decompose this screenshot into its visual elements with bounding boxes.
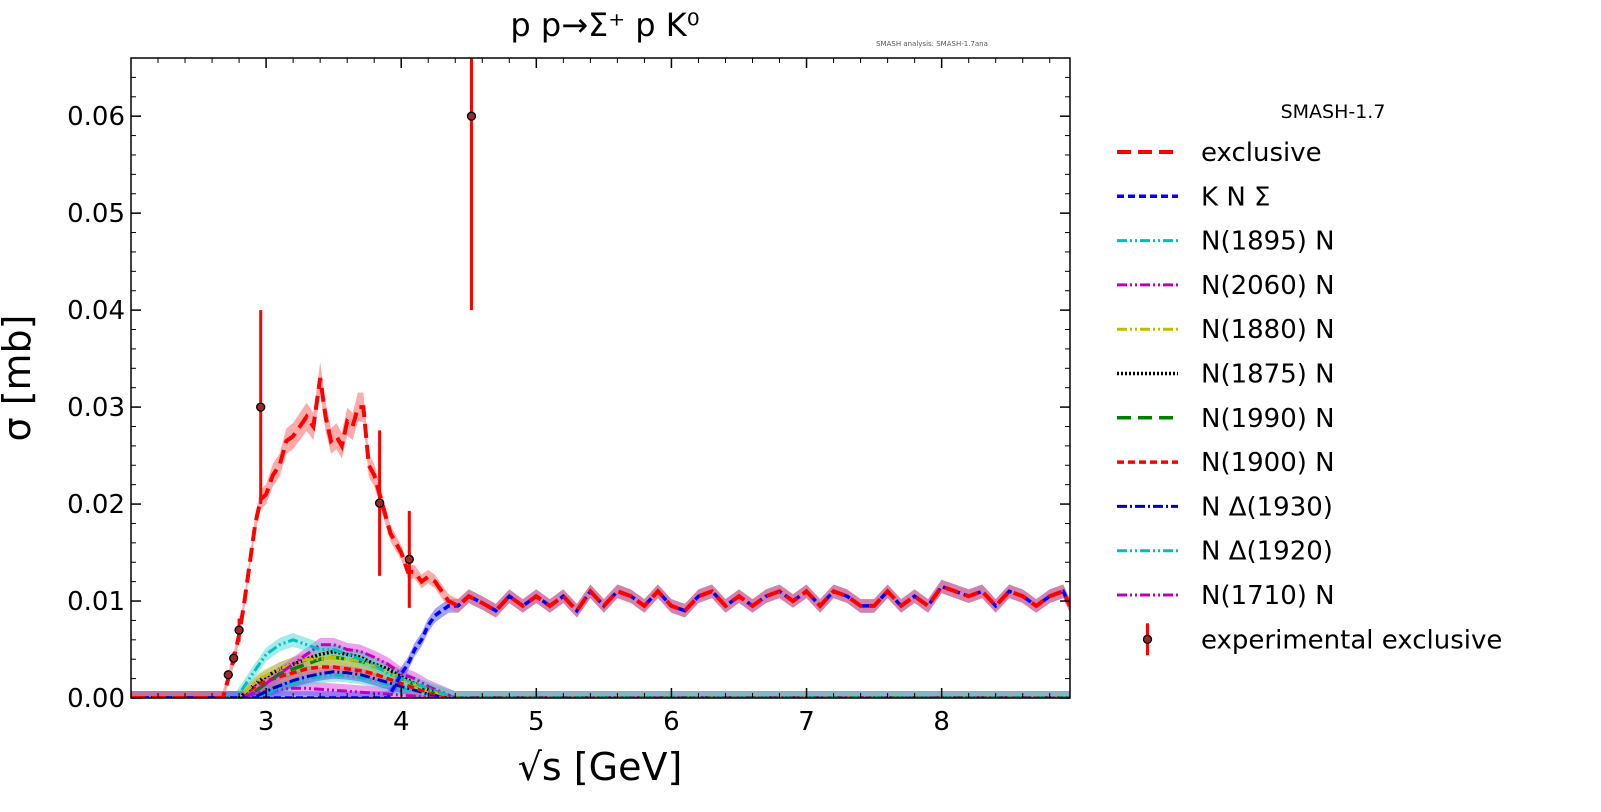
legend-label-experimental-exclusive: experimental exclusive bbox=[1201, 625, 1502, 655]
data-point-7 bbox=[466, 111, 477, 121]
legend-label-n-1895-n: N(1895) N bbox=[1201, 227, 1335, 257]
series-line-n-1900-n bbox=[131, 665, 1070, 698]
data-point-2 bbox=[229, 653, 239, 663]
y-tick-label: 0.00 bbox=[67, 684, 125, 714]
y-tick-label: 0.03 bbox=[67, 393, 125, 423]
chart-title: p p→Σ⁺ p K⁰ bbox=[510, 6, 699, 44]
legend-label-n-1930: N Δ(1930) bbox=[1201, 492, 1333, 522]
data-point-3 bbox=[234, 625, 244, 635]
legend-swatch-point bbox=[1142, 634, 1153, 644]
y-tick-label: 0.01 bbox=[67, 587, 125, 617]
legend-label-n-1710-n: N(1710) N bbox=[1201, 581, 1335, 611]
series-line-exclusive bbox=[131, 377, 1070, 698]
y-tick-label: 0.02 bbox=[67, 490, 125, 520]
y-tick-label: 0.04 bbox=[67, 296, 125, 326]
x-axis-label: √s [GeV] bbox=[518, 745, 683, 789]
y-axis-label: σ [mb] bbox=[0, 315, 39, 442]
data-point-6 bbox=[404, 554, 414, 564]
series-line-n-1880-n bbox=[131, 655, 1070, 698]
data-point-5 bbox=[374, 498, 385, 508]
x-tick-label: 7 bbox=[798, 707, 815, 737]
legend-label-n-1875-n: N(1875) N bbox=[1201, 360, 1335, 390]
analysis-note: SMASH analysis: SMASH-1.7ana bbox=[876, 40, 988, 48]
legend-title: SMASH-1.7 bbox=[1281, 101, 1386, 123]
legend-label-n-1920: N Δ(1920) bbox=[1201, 537, 1333, 567]
y-tick-label: 0.05 bbox=[67, 199, 125, 229]
x-tick-label: 5 bbox=[528, 707, 545, 737]
data-point-4 bbox=[256, 402, 266, 412]
legend-label-n-2060-n: N(2060) N bbox=[1201, 271, 1335, 301]
legend-label-exclusive: exclusive bbox=[1201, 138, 1322, 168]
legend-label-k-n: K N Σ bbox=[1201, 182, 1270, 212]
x-tick-label: 6 bbox=[663, 707, 680, 737]
y-tick-label: 0.06 bbox=[67, 102, 125, 132]
x-tick-label: 8 bbox=[933, 707, 950, 737]
x-tick-label: 3 bbox=[258, 707, 275, 737]
legend-label-n-1900-n: N(1900) N bbox=[1201, 448, 1335, 478]
legend-label-n-1990-n: N(1990) N bbox=[1201, 404, 1335, 434]
plot-frame bbox=[130, 57, 1071, 699]
band-n-2060-n bbox=[131, 637, 1070, 698]
data-point-1 bbox=[223, 670, 233, 680]
legend: exclusive K N Σ N(1895) N N(2060) N N(1880) … bbox=[1117, 138, 1502, 656]
legend-label-n-1880-n: N(1880) N bbox=[1201, 315, 1335, 345]
x-tick-label: 4 bbox=[393, 707, 410, 737]
series-line-n-2060-n bbox=[131, 643, 1070, 698]
